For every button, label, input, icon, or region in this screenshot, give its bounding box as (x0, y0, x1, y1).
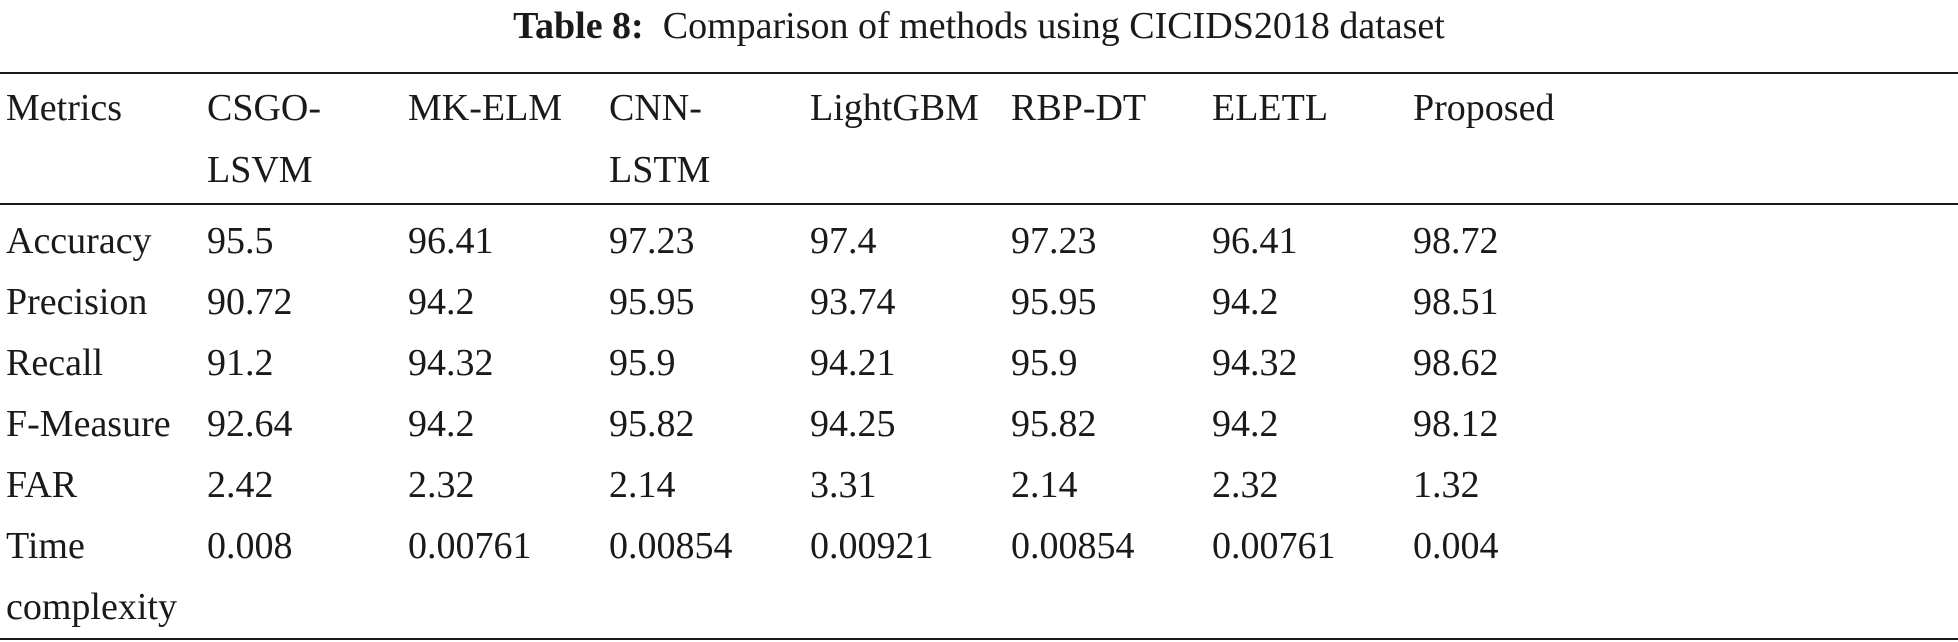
top-rule (0, 72, 1958, 74)
header-cell-proposed: Proposed (1413, 87, 1555, 129)
table-row: F-Measure 92.64 94.2 95.82 94.25 95.82 9… (0, 394, 1958, 455)
table-cell: 95.9 (1011, 342, 1078, 384)
table-cell: 3.31 (810, 464, 877, 506)
table-cell: 95.82 (1011, 403, 1097, 445)
table-cell: 0.00761 (1212, 525, 1336, 567)
table-caption-label: Table 8: (513, 5, 644, 47)
table-cell: 93.74 (810, 281, 896, 323)
table-cell: 98.51 (1413, 281, 1499, 323)
table-cell: 94.21 (810, 342, 896, 384)
table-cell: 2.32 (1212, 464, 1279, 506)
table-caption-text: Comparison of methods using CICIDS2018 d… (662, 5, 1445, 47)
table-cell: 97.23 (609, 220, 695, 262)
table-cell: 95.82 (609, 403, 695, 445)
table-cell: 94.2 (1212, 281, 1279, 323)
table-cell: 1.32 (1413, 464, 1480, 506)
table-cell: 96.41 (408, 220, 494, 262)
table-cell: 98.62 (1413, 342, 1499, 384)
row-label: Accuracy (6, 220, 152, 262)
header-cell-metrics: Metrics (6, 87, 123, 129)
table-cell: 96.41 (1212, 220, 1298, 262)
table-cell: 95.9 (609, 342, 676, 384)
header-cell-eletl: ELETL (1212, 87, 1329, 129)
table-cell: 0.008 (207, 525, 293, 567)
table-row: Accuracy 95.5 96.41 97.23 97.4 97.23 96.… (0, 203, 1958, 272)
table-cell: 95.95 (1011, 281, 1097, 323)
table-cell: 97.23 (1011, 220, 1097, 262)
table-cell: 97.4 (810, 220, 877, 262)
header-cell-rbp-dt: RBP-DT (1011, 87, 1147, 129)
table-cell: 94.2 (1212, 403, 1279, 445)
table-cell: 94.32 (1212, 342, 1298, 384)
header-cell-mk-elm: MK-ELM (408, 87, 563, 129)
table-cell: 2.14 (1011, 464, 1078, 506)
table-cell: 95.95 (609, 281, 695, 323)
header-row: Metrics CSGO-LSVM MK-ELM CNN-LSTM LightG… (0, 74, 1958, 203)
table-cell: 94.25 (810, 403, 896, 445)
header-cell-lightgbm: LightGBM (810, 87, 979, 129)
header-cell-csgo-lsvm: CSGO-LSVM (207, 87, 322, 191)
table-caption: Table 8: Comparison of methods using CIC… (0, 2, 1958, 50)
row-label: F-Measure (6, 403, 171, 445)
table-row: Recall 91.2 94.32 95.9 94.21 95.9 94.32 … (0, 333, 1958, 394)
table-cell: 0.00921 (810, 525, 934, 567)
table-cell: 0.00854 (609, 525, 733, 567)
bottom-rule (0, 638, 1958, 640)
header-cell-cnn-lstm: CNN-LSTM (609, 87, 711, 191)
table-cell: 98.72 (1413, 220, 1499, 262)
table-cell: 2.42 (207, 464, 274, 506)
table-cell: 94.2 (408, 281, 475, 323)
table-cell: 2.32 (408, 464, 475, 506)
table-cell: 0.00761 (408, 525, 532, 567)
table-cell: 0.00854 (1011, 525, 1135, 567)
table-row: FAR 2.42 2.32 2.14 3.31 2.14 2.32 1.32 (0, 455, 1958, 516)
table-cell: 2.14 (609, 464, 676, 506)
table-cell: 95.5 (207, 220, 274, 262)
comparison-table: Metrics CSGO-LSVM MK-ELM CNN-LSTM LightG… (0, 74, 1958, 638)
row-label: Recall (6, 342, 104, 384)
table-cell: 91.2 (207, 342, 274, 384)
table-cell: 94.32 (408, 342, 494, 384)
table-row: Time complexity 0.008 0.00761 0.00854 0.… (0, 516, 1958, 638)
table-cell: 0.004 (1413, 525, 1499, 567)
table-cell: 90.72 (207, 281, 293, 323)
table-cell: 92.64 (207, 403, 293, 445)
table-cell: 94.2 (408, 403, 475, 445)
table-cell: 98.12 (1413, 403, 1499, 445)
header-rule (0, 203, 1958, 205)
table-row: Precision 90.72 94.2 95.95 93.74 95.95 9… (0, 272, 1958, 333)
row-label: Precision (6, 281, 148, 323)
row-label: FAR (6, 464, 78, 506)
row-label: Time complexity (6, 525, 177, 628)
